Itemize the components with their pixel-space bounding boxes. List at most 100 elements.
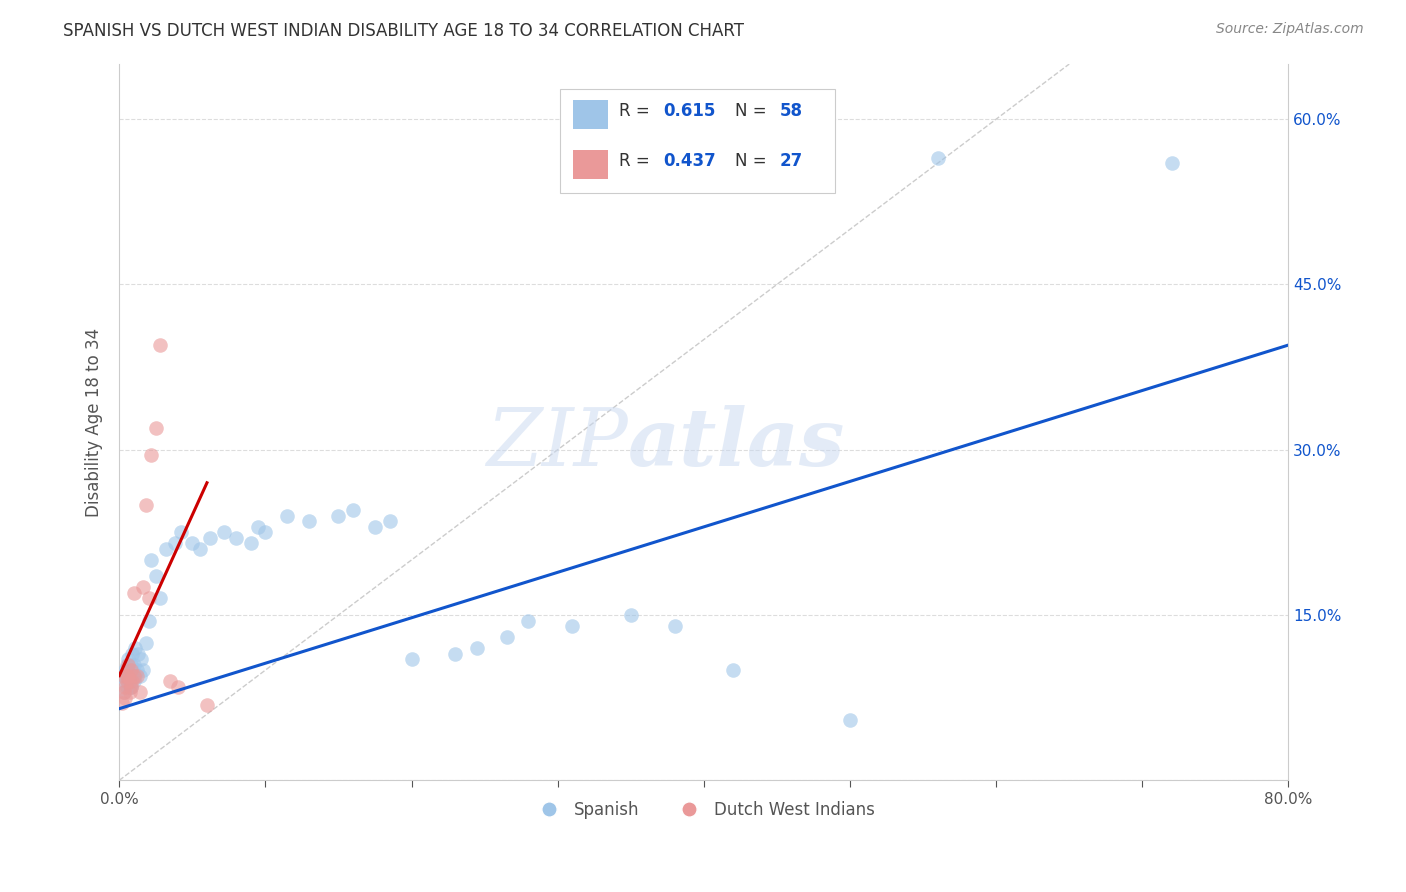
Point	[664, 619, 686, 633]
Point	[120, 680, 142, 694]
Point	[149, 591, 172, 606]
Point	[188, 541, 211, 556]
Point	[225, 531, 247, 545]
Text: 0.615: 0.615	[664, 102, 716, 120]
Point	[114, 674, 136, 689]
Point	[115, 657, 138, 672]
Point	[118, 674, 141, 689]
Point	[120, 657, 142, 672]
Bar	[572, 100, 607, 128]
Point	[328, 508, 350, 523]
Point	[145, 569, 167, 583]
Point	[121, 647, 143, 661]
Point	[117, 674, 139, 689]
Point	[163, 536, 186, 550]
Point	[495, 630, 517, 644]
Point	[239, 536, 262, 550]
Point	[118, 680, 141, 694]
Point	[125, 663, 148, 677]
Point	[561, 619, 583, 633]
Point	[159, 674, 181, 689]
Point	[1160, 156, 1182, 170]
Point	[112, 685, 135, 699]
Text: ZIP: ZIP	[486, 405, 628, 483]
Point	[117, 652, 139, 666]
Point	[111, 668, 134, 682]
Point	[114, 680, 136, 694]
Point	[465, 641, 488, 656]
Point	[122, 674, 145, 689]
Text: 58: 58	[780, 102, 803, 120]
Point	[342, 503, 364, 517]
Point	[927, 151, 949, 165]
Text: 27: 27	[780, 152, 803, 169]
Point	[135, 635, 157, 649]
Point	[721, 663, 744, 677]
Point	[114, 690, 136, 705]
Point	[124, 641, 146, 656]
Point	[115, 680, 138, 694]
Point	[117, 668, 139, 682]
Point	[364, 520, 387, 534]
Point	[166, 680, 188, 694]
Point	[118, 668, 141, 682]
Point	[141, 553, 163, 567]
Point	[122, 586, 145, 600]
Point	[115, 668, 138, 682]
Point	[112, 685, 135, 699]
Point	[214, 525, 236, 540]
Point	[169, 525, 191, 540]
Point	[181, 536, 204, 550]
Point	[114, 663, 136, 677]
Point	[117, 657, 139, 672]
Point	[115, 674, 138, 689]
Text: N =: N =	[735, 102, 772, 120]
Point	[122, 668, 145, 682]
Point	[118, 685, 141, 699]
Point	[112, 668, 135, 682]
Point	[138, 614, 160, 628]
Text: SPANISH VS DUTCH WEST INDIAN DISABILITY AGE 18 TO 34 CORRELATION CHART: SPANISH VS DUTCH WEST INDIAN DISABILITY …	[63, 22, 744, 40]
Point	[120, 680, 142, 694]
Point	[127, 647, 149, 661]
FancyBboxPatch shape	[560, 89, 835, 193]
Point	[128, 668, 150, 682]
Point	[247, 520, 270, 534]
Bar	[572, 150, 607, 178]
Point	[839, 713, 862, 727]
Point	[620, 607, 643, 622]
Point	[198, 531, 221, 545]
Text: R =: R =	[619, 152, 655, 169]
Point	[125, 668, 148, 682]
Point	[135, 498, 157, 512]
Point	[138, 591, 160, 606]
Point	[401, 652, 423, 666]
Point	[122, 657, 145, 672]
Legend: Spanish, Dutch West Indians: Spanish, Dutch West Indians	[526, 795, 882, 826]
Point	[124, 668, 146, 682]
Point	[120, 663, 142, 677]
Point	[141, 448, 163, 462]
Point	[298, 514, 321, 528]
Point	[115, 668, 138, 682]
Point	[121, 663, 143, 677]
Point	[131, 663, 153, 677]
Y-axis label: Disability Age 18 to 34: Disability Age 18 to 34	[86, 327, 103, 516]
Point	[149, 338, 172, 352]
Point	[195, 698, 218, 713]
Point	[155, 541, 177, 556]
Point	[444, 647, 467, 661]
Point	[111, 696, 134, 710]
Point	[378, 514, 401, 528]
Point	[121, 674, 143, 689]
Text: R =: R =	[619, 102, 655, 120]
Point	[128, 685, 150, 699]
Point	[276, 508, 298, 523]
Point	[254, 525, 277, 540]
Point	[131, 581, 153, 595]
Text: Source: ZipAtlas.com: Source: ZipAtlas.com	[1216, 22, 1364, 37]
Point	[145, 420, 167, 434]
Point	[517, 614, 540, 628]
Point	[129, 652, 152, 666]
Text: 0.437: 0.437	[664, 152, 716, 169]
